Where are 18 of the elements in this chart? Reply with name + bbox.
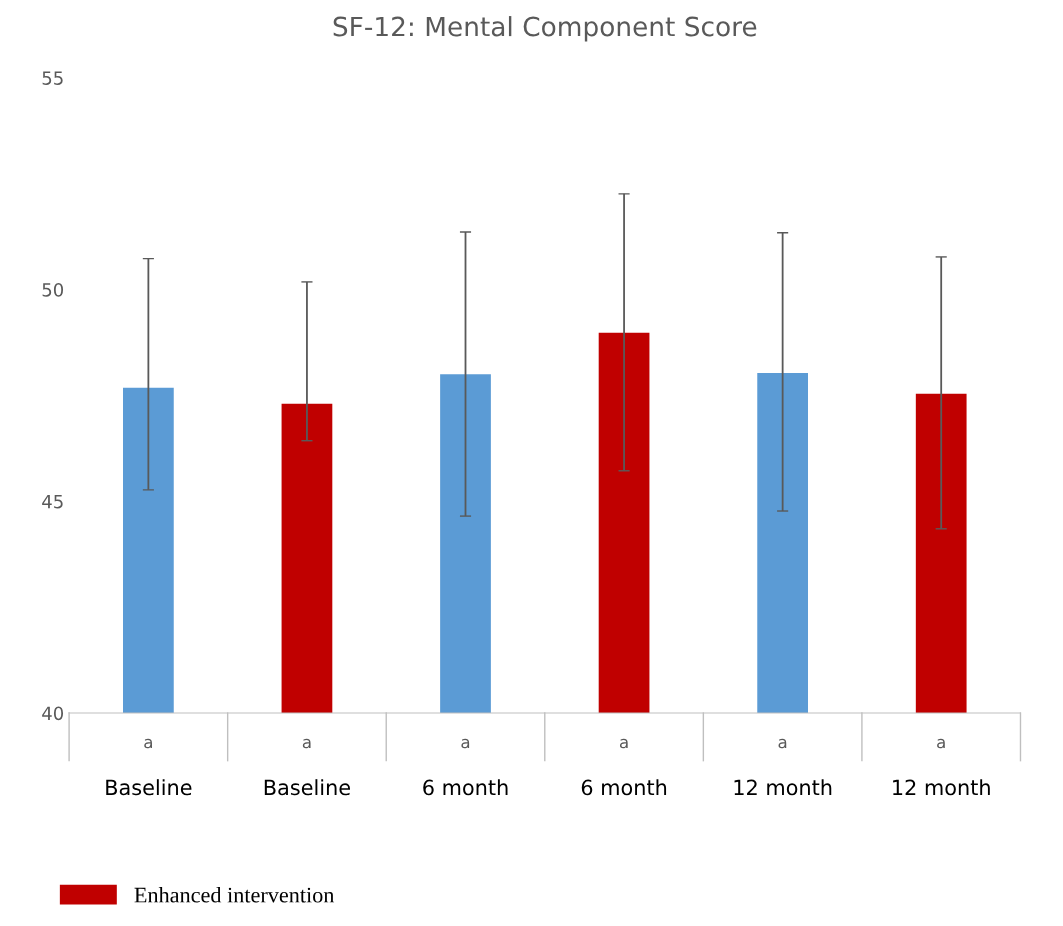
- x-tick-label: Baseline: [264, 779, 350, 796]
- text: a: [144, 738, 152, 749]
- y-tick-label: 55: [42, 71, 63, 85]
- chart-title: SF-12: Mental Component Score: [333, 16, 757, 42]
- x-tick-label: 6 month: [581, 779, 667, 796]
- y-tick-label: 50: [42, 282, 64, 297]
- x-tick-label: 12 month: [734, 779, 832, 796]
- legend-label: Enhanced intervention: [134, 886, 335, 903]
- x-tick-label: 6 month: [423, 779, 508, 796]
- y-tick-label: 40: [42, 706, 64, 721]
- text: a: [937, 738, 945, 749]
- x-tick-label: Baseline: [106, 779, 192, 796]
- y-tick-label: 45: [42, 494, 63, 509]
- text: a: [302, 738, 311, 749]
- text: a: [778, 738, 787, 749]
- text: a: [461, 738, 470, 749]
- x-tick-label: 12 month: [893, 779, 990, 796]
- text: a: [619, 738, 628, 749]
